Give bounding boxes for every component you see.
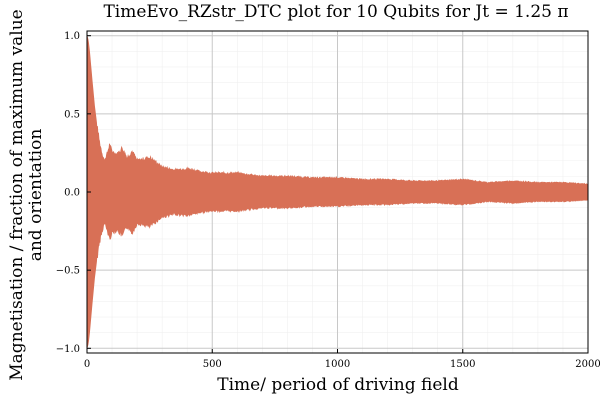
x-tick-label: 1000 xyxy=(325,359,350,370)
y-tick-label: −1.0 xyxy=(56,344,80,355)
x-tick-label: 1500 xyxy=(450,359,475,370)
x-axis-title: Time/ period of driving field xyxy=(217,375,459,395)
y-tick-label: −0.5 xyxy=(56,266,80,277)
y-tick-label: 0.5 xyxy=(64,109,80,120)
x-tick-label: 0 xyxy=(84,359,90,370)
y-axis-title-line-1: Magnetisation / fraction of maximum valu… xyxy=(7,9,27,380)
y-axis-ticks: −1.0 −0.5 0.0 0.5 1.0 xyxy=(56,31,91,355)
x-axis-ticks: 0 500 1000 1500 2000 xyxy=(84,349,600,370)
chart-title: TimeEvo_RZstr_DTC plot for 10 Qubits for… xyxy=(103,2,568,22)
y-tick-label: 0.0 xyxy=(64,188,80,199)
x-tick-label: 500 xyxy=(203,359,222,370)
y-axis-title-line-2: and orientation xyxy=(26,129,46,262)
x-tick-label: 2000 xyxy=(575,359,600,370)
y-tick-label: 1.0 xyxy=(64,31,80,42)
